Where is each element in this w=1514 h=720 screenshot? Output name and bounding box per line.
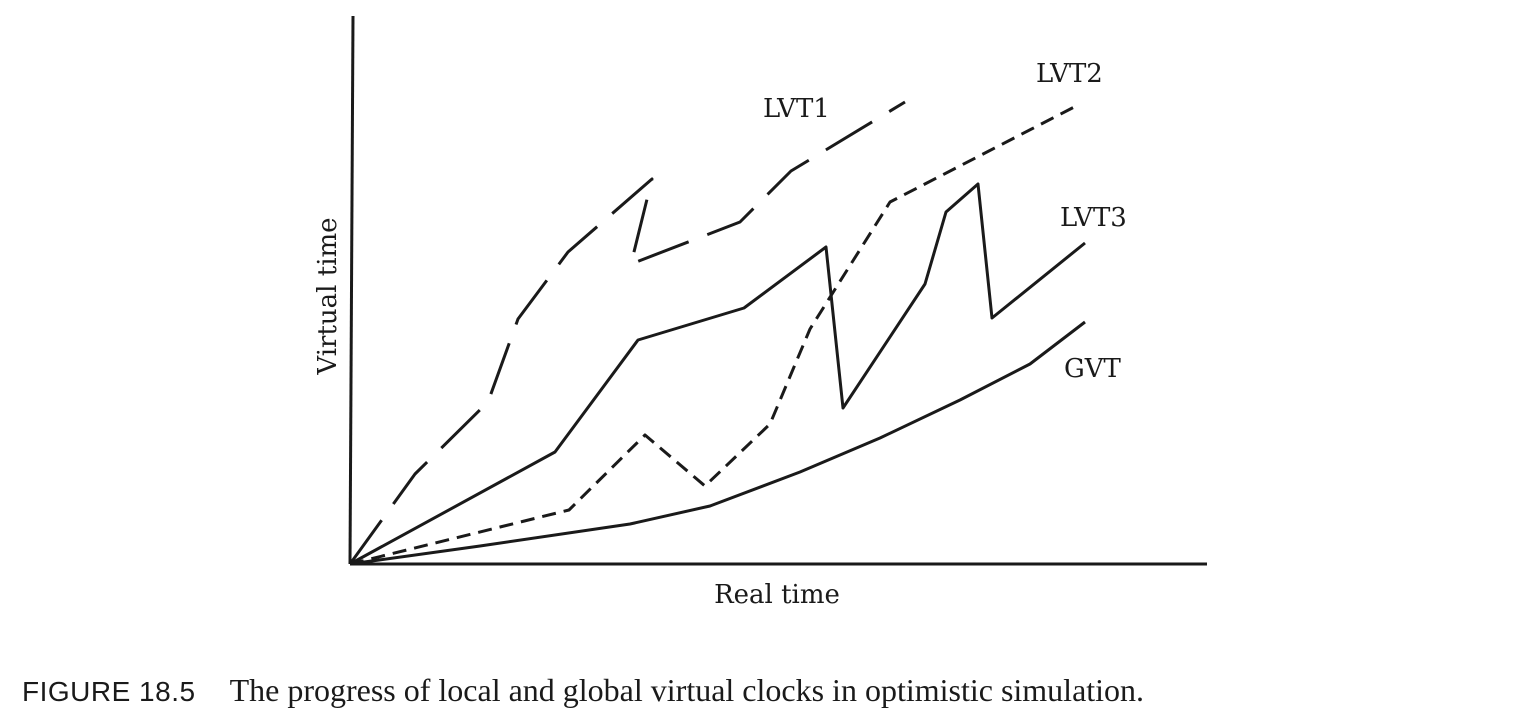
series-line-lvt1 — [348, 100, 906, 565]
series-line-lvt2 — [349, 102, 1081, 566]
y-axis — [348, 15, 355, 565]
y-axis-label: Virtual time — [313, 217, 343, 375]
figure-number: FIGURE 18.5 — [22, 676, 196, 707]
series-label-gvt: GVT — [1064, 354, 1122, 384]
series-line-gvt — [349, 320, 1086, 566]
figure-caption: FIGURE 18.5 The progress of local and glo… — [22, 672, 1144, 709]
series-label-lvt1: LVT1 — [763, 94, 830, 124]
series-line-lvt3 — [349, 182, 1086, 566]
figure-caption-text: The progress of local and global virtual… — [229, 672, 1145, 708]
series-label-lvt3: LVT3 — [1060, 203, 1127, 233]
series-layer — [348, 100, 1086, 566]
x-axis-label: Real time — [714, 580, 840, 610]
series-label-lvt2: LVT2 — [1036, 59, 1103, 89]
